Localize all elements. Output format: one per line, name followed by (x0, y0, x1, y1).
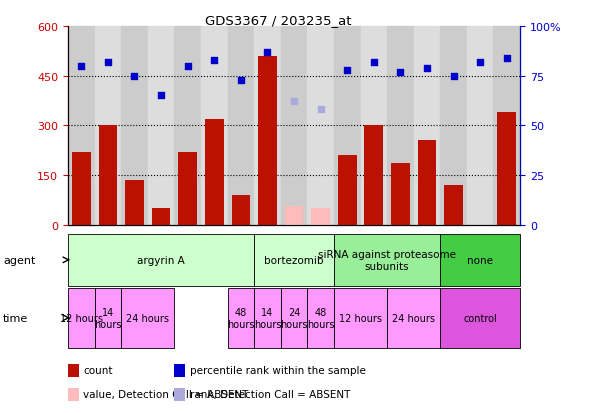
Text: value, Detection Call = ABSENT: value, Detection Call = ABSENT (83, 389, 249, 399)
Point (475, 59, 485, 66)
Bar (121, 27, 148, 225)
Bar (334, 27, 361, 225)
Bar (121, 288, 174, 348)
Bar (334, 235, 440, 286)
Text: rank, Detection Call = ABSENT: rank, Detection Call = ABSENT (190, 389, 350, 399)
Bar (307, 288, 334, 348)
Bar (281, 288, 307, 348)
Point (156, 93, 165, 100)
Bar (258, 57, 277, 225)
Bar (152, 209, 170, 225)
Point (395, 69, 405, 76)
Bar (467, 27, 493, 225)
Bar (201, 27, 228, 225)
Bar (148, 27, 174, 225)
Point (502, 55, 511, 62)
Text: 24
hours: 24 hours (280, 307, 308, 329)
Text: 14
hours: 14 hours (94, 307, 122, 329)
Bar (414, 27, 440, 225)
Text: 24 hours: 24 hours (126, 313, 169, 323)
Bar (254, 288, 281, 348)
Bar (285, 207, 303, 225)
Text: 14
hours: 14 hours (254, 307, 281, 329)
Bar (68, 27, 95, 225)
Text: count: count (83, 366, 113, 375)
Bar (72, 152, 90, 225)
Text: none: none (467, 255, 493, 265)
Point (369, 59, 378, 66)
Point (316, 107, 325, 114)
Bar (228, 27, 254, 225)
Point (342, 67, 352, 74)
Bar (365, 126, 383, 225)
Bar (68, 235, 254, 286)
Text: 48
hours: 48 hours (227, 307, 255, 329)
Point (236, 77, 246, 84)
Bar (125, 180, 144, 225)
Bar (338, 156, 356, 225)
Bar (311, 209, 330, 225)
Text: 12 hours: 12 hours (60, 313, 103, 323)
Bar (307, 27, 334, 225)
Point (422, 65, 431, 72)
Bar (498, 113, 516, 225)
Point (183, 63, 192, 70)
Text: time: time (3, 313, 28, 323)
Bar (281, 27, 307, 225)
Bar (418, 141, 436, 225)
Bar (254, 27, 281, 225)
Bar (99, 126, 117, 225)
Bar (205, 119, 223, 225)
Text: 12 hours: 12 hours (339, 313, 382, 323)
Text: control: control (463, 313, 497, 323)
Text: 24 hours: 24 hours (392, 313, 435, 323)
Bar (232, 195, 250, 225)
Bar (95, 288, 121, 348)
Bar (444, 185, 463, 225)
Bar (387, 27, 414, 225)
Text: bortezomib: bortezomib (264, 255, 324, 265)
Bar (254, 235, 334, 286)
Point (209, 57, 219, 64)
Text: agent: agent (3, 255, 35, 265)
Bar (440, 235, 520, 286)
Bar (493, 27, 520, 225)
Bar (174, 27, 201, 225)
Point (289, 99, 298, 105)
Text: argyrin A: argyrin A (137, 255, 185, 265)
Bar (68, 288, 95, 348)
Text: 48
hours: 48 hours (307, 307, 335, 329)
Text: siRNA against proteasome
subunits: siRNA against proteasome subunits (318, 249, 456, 271)
Bar (334, 288, 387, 348)
Point (129, 73, 139, 80)
Text: percentile rank within the sample: percentile rank within the sample (190, 366, 366, 375)
Point (103, 59, 112, 66)
Bar (387, 288, 440, 348)
Bar (391, 164, 410, 225)
Point (262, 49, 272, 56)
Bar (95, 27, 121, 225)
Text: GDS3367 / 203235_at: GDS3367 / 203235_at (204, 14, 351, 27)
Bar (361, 27, 387, 225)
Bar (440, 288, 520, 348)
Bar (178, 152, 197, 225)
Bar (440, 27, 467, 225)
Point (449, 73, 459, 80)
Point (77, 63, 86, 70)
Bar (228, 288, 254, 348)
